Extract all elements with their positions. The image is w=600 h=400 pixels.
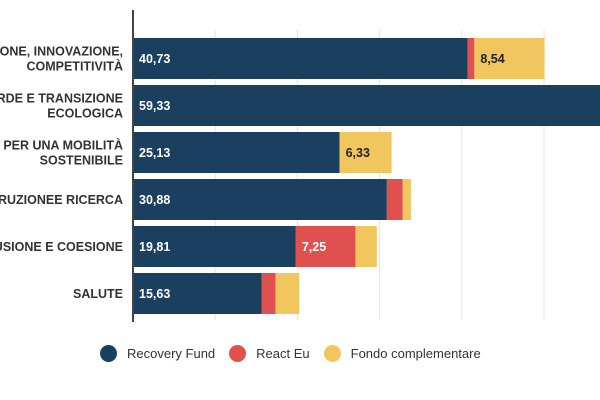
bar-react-eu [467,38,475,79]
category-label: ONE, INNOVAZIONE, COMPETITIVITÀ [0,45,123,74]
legend-item-fondo-complementare: Fondo complementare [323,345,481,362]
legend-label: Fondo complementare [350,346,481,361]
data-label: 59,33 [139,99,170,113]
bar-recovery-fund [133,179,387,220]
legend-swatch-react-eu [229,345,247,362]
legend-label: React Eu [256,346,310,361]
stacked-bar-chart: ONE, INNOVAZIONE, COMPETITIVITÀ 40,73 8,54 R… [0,10,600,322]
legend: Recovery Fund React Eu Fondo complementa… [100,345,495,362]
bar-react-eu [295,226,356,267]
data-label: 25,13 [139,146,170,160]
data-label: 40,73 [139,52,170,66]
legend-item-react-eu: React Eu [229,345,310,362]
legend-item-recovery-fund: Recovery Fund [100,345,215,362]
bar-react-eu [386,179,403,220]
bar-react-eu [261,273,276,314]
legend-swatch-recovery-fund [100,345,117,362]
category-label: USIONE E COESIONE [0,240,123,254]
bar-fondo-complementare [339,132,392,173]
bar-recovery-fund [133,85,600,126]
category-label: RUZIONEE RICERCA [0,193,123,207]
data-label: 8,54 [480,52,504,66]
legend-label: Recovery Fund [127,346,216,361]
category-label: SALUTE [73,287,123,301]
bar-fondo-complementare [474,38,545,79]
bar-recovery-fund [133,226,296,267]
bar-fondo-complementare [355,226,377,267]
data-label: 19,81 [139,240,170,254]
data-label: 30,88 [139,193,170,207]
data-label: 7,25 [302,240,326,254]
data-label: 15,63 [139,287,170,301]
legend-swatch-fondo-complementare [323,345,341,362]
bar-recovery-fund [133,273,262,314]
bar-fondo-complementare [275,273,300,314]
category-label: PER UNA MOBILITÀ SOSTENIBILE [3,138,123,168]
category-label: RDE E TRANSIZIONE ECOLOGICA [0,92,123,121]
bar-recovery-fund [133,38,468,79]
data-label: 6,33 [346,146,370,160]
bar-fondo-complementare [402,179,411,220]
bar-recovery-fund [133,132,340,173]
